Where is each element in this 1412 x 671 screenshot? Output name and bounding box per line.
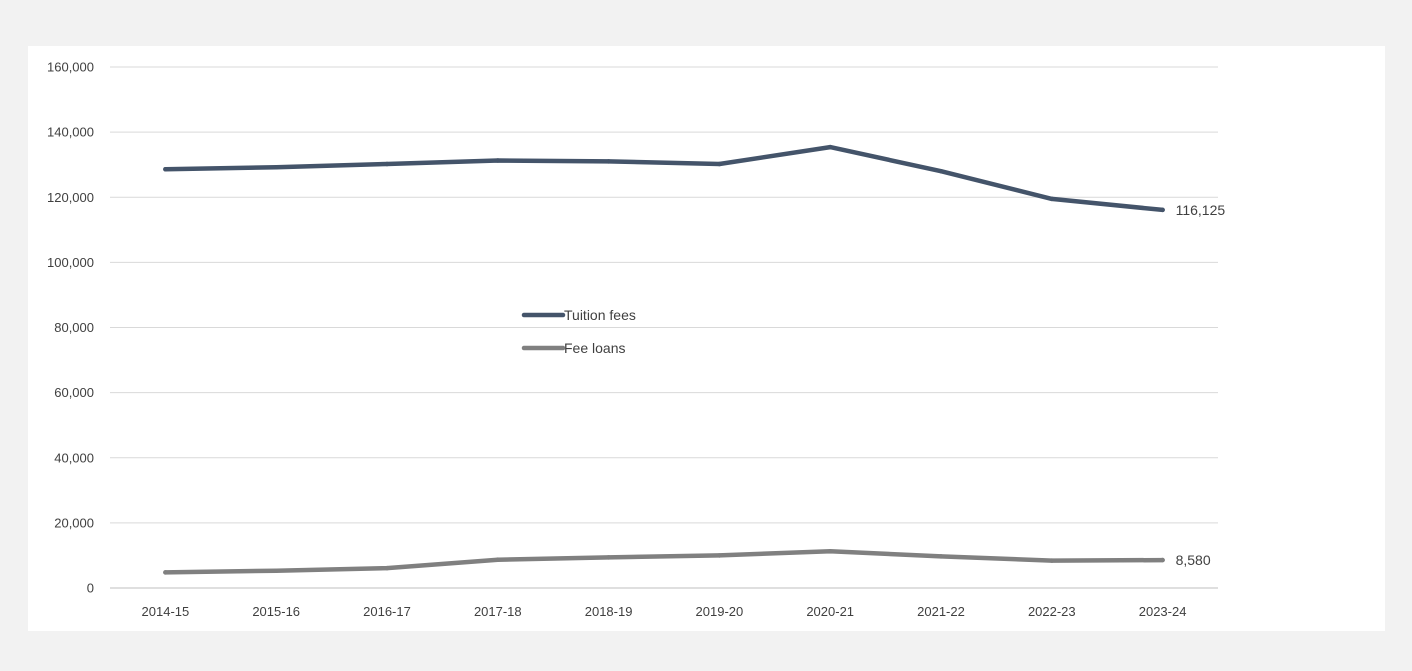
x-tick-label: 2014-15	[142, 604, 190, 619]
data-point	[163, 166, 168, 172]
y-tick-label: 160,000	[47, 60, 94, 75]
data-point	[827, 144, 833, 150]
data-point	[1160, 207, 1165, 213]
x-tick-label: 2015-16	[252, 604, 300, 619]
data-point	[717, 161, 722, 167]
data-point	[717, 553, 722, 558]
data-point	[495, 557, 501, 562]
gridlines	[110, 66, 1218, 589]
y-axis-tick-labels: 0 20,000 40,000 60,000 80,000 100,000 120,000 1…	[47, 60, 94, 596]
end-data-label: 116,125	[1176, 202, 1226, 218]
x-tick-label: 2023-24	[1139, 604, 1187, 619]
y-tick-label: 80,000	[54, 320, 94, 335]
end-data-label: 8,580	[1176, 552, 1211, 568]
y-tick-label: 120,000	[47, 190, 94, 205]
y-tick-label: 20,000	[54, 515, 94, 530]
x-tick-label: 2017-18	[474, 604, 522, 619]
data-point	[1049, 558, 1055, 563]
x-tick-label: 2020-21	[806, 604, 854, 619]
legend[interactable]: Tuition fees Fee loans	[521, 307, 636, 356]
x-tick-label: 2016-17	[363, 604, 411, 619]
legend-item[interactable]: Tuition fees	[521, 307, 636, 323]
data-point	[606, 555, 611, 560]
data-point	[1049, 196, 1055, 202]
data-point	[384, 565, 390, 571]
data-point	[827, 548, 833, 554]
x-tick-label: 2018-19	[585, 604, 633, 619]
x-tick-label: 2021-22	[917, 604, 965, 619]
data-point	[606, 159, 611, 164]
legend-label: Tuition fees	[564, 307, 636, 323]
y-tick-label: 100,000	[47, 255, 94, 270]
y-tick-label: 140,000	[47, 125, 94, 140]
data-point	[938, 168, 944, 174]
data-point	[938, 554, 944, 559]
x-tick-label: 2019-20	[696, 604, 744, 619]
chart-card	[28, 46, 1385, 631]
y-tick-label: 60,000	[54, 385, 94, 400]
series-line-tuition-fees	[163, 144, 1165, 213]
x-axis-tick-labels: 2014-15 2015-16 2016-17 2017-18 2018-19 2019-…	[142, 604, 1187, 619]
x-tick-label: 2022-23	[1028, 604, 1076, 619]
series-line-fee-loans	[163, 548, 1165, 575]
data-point	[273, 568, 279, 573]
series-lines	[163, 144, 1165, 575]
data-labels: 116,125 8,580	[1176, 202, 1226, 568]
data-point	[273, 165, 279, 170]
y-tick-label: 0	[87, 581, 94, 596]
data-point	[384, 161, 390, 167]
data-point	[1160, 557, 1165, 563]
legend-item[interactable]: Fee loans	[521, 340, 625, 356]
legend-label: Fee loans	[564, 340, 625, 356]
data-point	[163, 570, 168, 575]
y-tick-label: 40,000	[54, 450, 94, 465]
data-point	[495, 158, 501, 163]
